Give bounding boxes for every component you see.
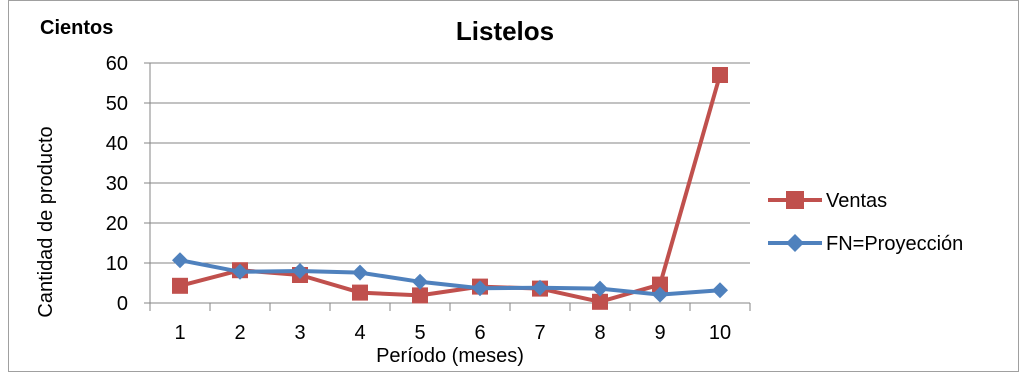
data-point	[712, 282, 728, 299]
series-proyeccion	[172, 252, 728, 303]
legend-label: Ventas	[826, 190, 887, 212]
unit-label: Cientos	[40, 17, 113, 39]
y-tick-label: 20	[106, 213, 128, 235]
legend-marker	[786, 234, 804, 252]
y-tick-label: 30	[106, 173, 128, 195]
data-point	[592, 293, 608, 310]
legend-item: FN=Proyección	[768, 233, 963, 255]
x-tick-label: 8	[594, 322, 605, 344]
data-point	[292, 263, 308, 279]
x-tick-label: 5	[414, 322, 425, 344]
x-tick-label: 4	[354, 322, 365, 344]
y-tick-label: 50	[106, 93, 128, 115]
data-point	[352, 264, 368, 281]
data-point	[412, 287, 428, 304]
series-group	[172, 67, 728, 310]
x-tick-label: 3	[294, 322, 305, 344]
legend-label: FN=Proyección	[826, 233, 963, 255]
axes: 0 10 20 30 40 50 60 1 2 3 4 5 6 7 8 9 10	[106, 53, 751, 344]
data-point	[412, 273, 428, 290]
data-point	[592, 280, 608, 297]
data-point	[532, 279, 548, 296]
x-tick-label: 6	[474, 322, 485, 344]
series-line	[179, 258, 721, 297]
x-tick-label: 10	[709, 322, 731, 344]
legend: Ventas FN=Proyección	[768, 190, 963, 255]
data-point	[232, 263, 248, 280]
data-point	[472, 280, 488, 297]
chart-border	[8, 0, 1019, 372]
data-point	[172, 277, 188, 294]
y-tick-label: 60	[106, 53, 128, 75]
data-point	[652, 276, 668, 293]
data-point	[712, 67, 728, 83]
x-tick-label: 1	[174, 322, 185, 344]
y-tick-label: 0	[117, 293, 128, 315]
data-point	[352, 284, 368, 301]
data-point	[652, 286, 668, 303]
x-axis-label: Período (meses)	[376, 345, 524, 367]
y-tick-label: 40	[106, 133, 128, 155]
legend-item: Ventas	[768, 190, 887, 212]
y-tick-label: 10	[106, 253, 128, 275]
x-tick-label: 9	[654, 322, 665, 344]
gridlines	[150, 62, 750, 264]
data-point	[172, 252, 188, 269]
chart-title: Listelos	[456, 16, 554, 46]
x-tick-label: 7	[534, 322, 545, 344]
legend-marker	[786, 191, 804, 209]
y-axis-label: Cantidad de producto	[35, 126, 57, 317]
x-tick-label: 2	[234, 322, 245, 344]
